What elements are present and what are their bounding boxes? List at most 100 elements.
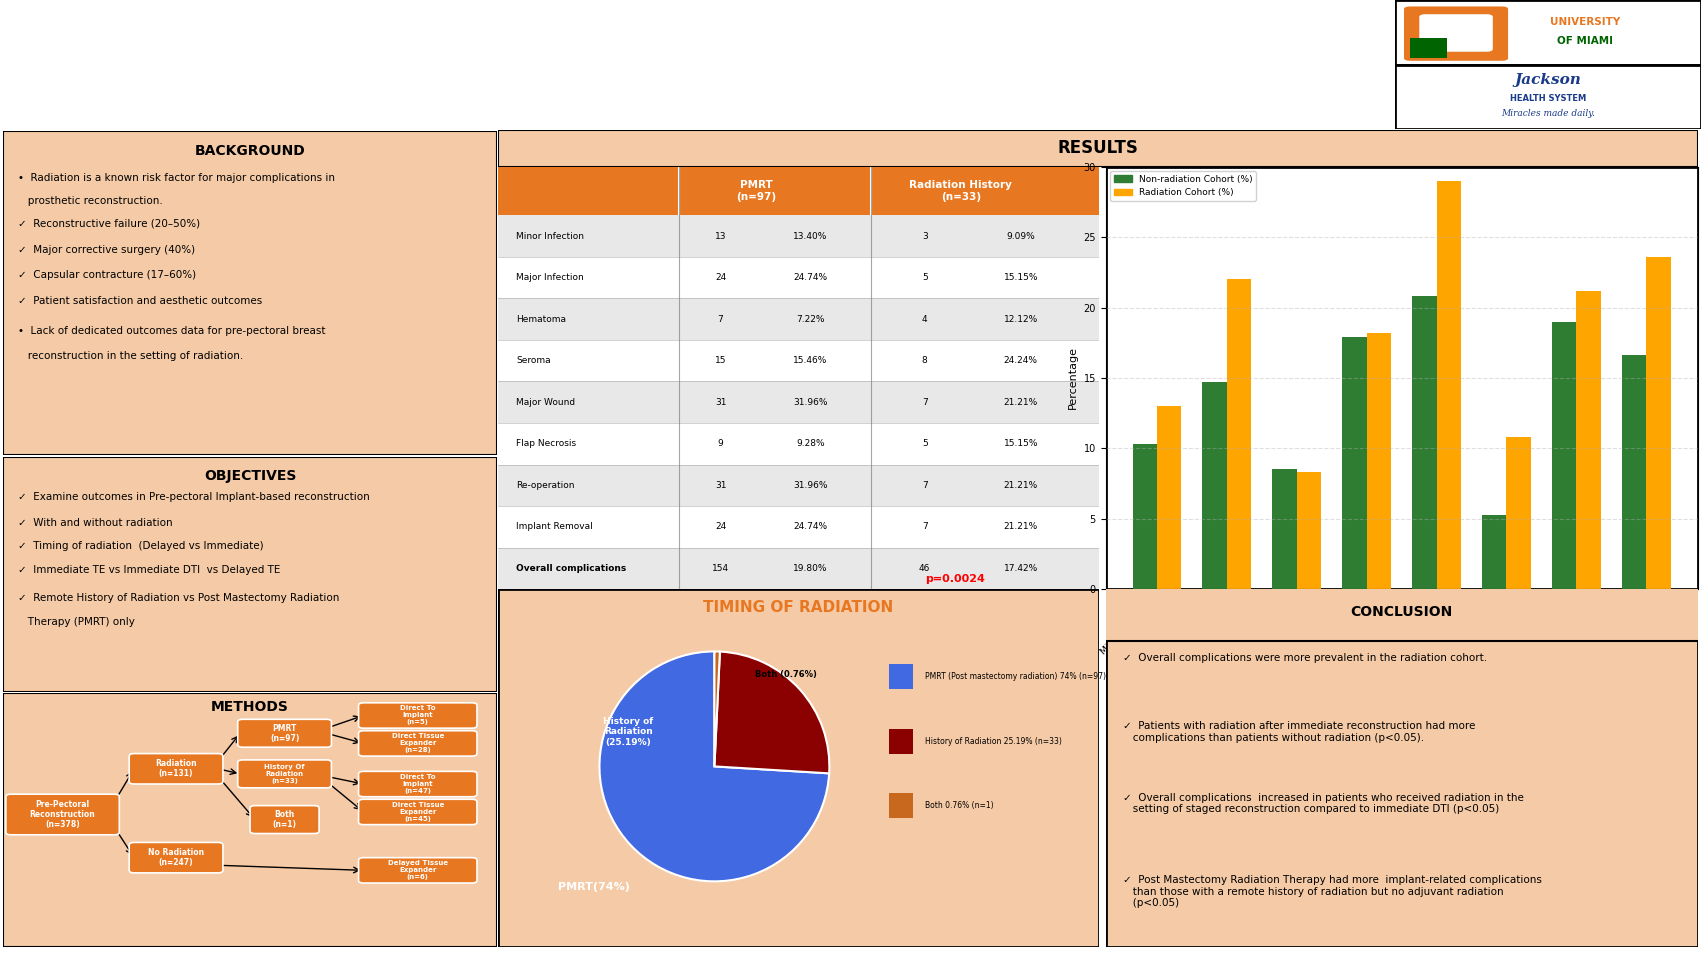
- Text: ✓  Remote History of Radiation vs Post Mastectomy Radiation: ✓ Remote History of Radiation vs Post Ma…: [19, 593, 340, 604]
- Text: RESULTS: RESULTS: [1058, 140, 1138, 157]
- Bar: [888, 793, 913, 818]
- Bar: [498, 216, 1099, 257]
- Text: University of Miami, Division of Plastic and Reconstructive Surgery, Department : University of Miami, Division of Plastic…: [492, 122, 903, 130]
- Text: History Of
Radiation
(n=33): History Of Radiation (n=33): [264, 764, 304, 784]
- Text: ✓  Reconstructive failure (20–50%): ✓ Reconstructive failure (20–50%): [19, 218, 201, 229]
- Text: 21.21%: 21.21%: [1004, 481, 1038, 490]
- Bar: [1272, 469, 1296, 589]
- Text: ✓  Overall complications  increased in patients who received radiation in the
  : ✓ Overall complications increased in pat…: [1123, 793, 1524, 814]
- Text: ✓  Capsular contracture (17–60%): ✓ Capsular contracture (17–60%): [19, 270, 196, 281]
- Text: 15: 15: [714, 356, 726, 365]
- Text: 21.21%: 21.21%: [1004, 522, 1038, 532]
- Bar: [1106, 167, 1698, 589]
- Bar: [1226, 280, 1252, 589]
- Text: PMRT
(n=97): PMRT (n=97): [270, 723, 299, 743]
- Bar: [1133, 445, 1157, 589]
- Text: Major Wound: Major Wound: [517, 398, 575, 407]
- Text: Minor Infection: Minor Infection: [517, 232, 585, 240]
- Text: OF MIAMI: OF MIAMI: [1556, 36, 1613, 46]
- Text: 46: 46: [919, 564, 930, 573]
- Text: ✓  Post Mastectomy Radiation Therapy had more  implant-related complications
   : ✓ Post Mastectomy Radiation Therapy had …: [1123, 875, 1543, 908]
- Legend: Non-radiation Cohort (%), Radiation Cohort (%): Non-radiation Cohort (%), Radiation Coho…: [1111, 171, 1257, 201]
- Bar: [1507, 437, 1531, 589]
- Bar: [1482, 514, 1507, 589]
- Text: ✓  Patient satisfaction and aesthetic outcomes: ✓ Patient satisfaction and aesthetic out…: [19, 296, 262, 307]
- Text: Major Infection: Major Infection: [517, 273, 583, 282]
- Text: Jackson: Jackson: [1514, 73, 1582, 87]
- Text: 31.96%: 31.96%: [793, 481, 828, 490]
- Text: ✓  With and without radiation: ✓ With and without radiation: [19, 518, 174, 528]
- Text: History of Radiation 25.19% (n=33): History of Radiation 25.19% (n=33): [925, 737, 1061, 745]
- Bar: [1412, 296, 1437, 589]
- Text: ✓  Examine outcomes in Pre-pectoral Implant-based reconstruction: ✓ Examine outcomes in Pre-pectoral Impla…: [19, 492, 369, 502]
- Text: 31: 31: [714, 481, 726, 490]
- Text: 154: 154: [713, 564, 730, 573]
- Text: Both 0.76% (n=1): Both 0.76% (n=1): [925, 801, 993, 810]
- Text: 21.21%: 21.21%: [1004, 398, 1038, 407]
- Text: 24.24%: 24.24%: [1004, 356, 1038, 365]
- Bar: [498, 423, 1099, 465]
- Text: 15.15%: 15.15%: [1004, 440, 1038, 448]
- X-axis label: Complications: Complications: [1363, 672, 1441, 681]
- FancyBboxPatch shape: [1403, 7, 1509, 60]
- Text: OBJECTIVES: OBJECTIVES: [204, 468, 296, 483]
- Bar: [498, 298, 1099, 340]
- Bar: [498, 381, 1099, 423]
- Bar: [1366, 332, 1391, 589]
- Text: 24: 24: [714, 522, 726, 532]
- Text: John Oeltjen MD PhD, Sara Danker MD, Juan Rodolfo Mella-Catinchi MD MPH, Wrood K: John Oeltjen MD PhD, Sara Danker MD, Jua…: [483, 106, 912, 115]
- Bar: [1621, 355, 1647, 589]
- Text: 31: 31: [714, 398, 726, 407]
- Text: Overall complications: Overall complications: [517, 564, 626, 573]
- FancyBboxPatch shape: [359, 857, 476, 883]
- Text: Radiation History
(n=33): Radiation History (n=33): [910, 180, 1012, 202]
- Text: 15.46%: 15.46%: [793, 356, 828, 365]
- Text: 12.12%: 12.12%: [1004, 314, 1038, 324]
- Text: Both (0.76%): Both (0.76%): [755, 670, 816, 679]
- Bar: [1551, 322, 1577, 589]
- Text: 9.09%: 9.09%: [1007, 232, 1036, 240]
- FancyBboxPatch shape: [238, 719, 332, 747]
- Text: 13: 13: [714, 232, 726, 240]
- Bar: [1647, 257, 1670, 589]
- Text: ✓  Patients with radiation after immediate reconstruction had more
   complicati: ✓ Patients with radiation after immediat…: [1123, 721, 1476, 743]
- FancyBboxPatch shape: [1419, 14, 1493, 52]
- Text: 4: 4: [922, 314, 927, 324]
- FancyBboxPatch shape: [359, 731, 476, 756]
- Text: PMRT(74%): PMRT(74%): [558, 882, 629, 892]
- Text: Anshumi Desai MD, Emily R. Finkelstein MD, Meaghan Clark BS, Samantha A. McLaugh: Anshumi Desai MD, Emily R. Finkelstein M…: [313, 88, 1082, 97]
- Text: Miracles made daily.: Miracles made daily.: [1500, 109, 1596, 118]
- Text: PMRT (Post mastectomy radiation) 74% (n=97): PMRT (Post mastectomy radiation) 74% (n=…: [925, 673, 1106, 681]
- Text: Direct Tissue
Expander
(n=28): Direct Tissue Expander (n=28): [391, 734, 444, 753]
- Text: Hematoma: Hematoma: [517, 314, 566, 324]
- Text: METHODS: METHODS: [211, 700, 289, 715]
- Text: 24: 24: [714, 273, 726, 282]
- Text: 19.80%: 19.80%: [793, 564, 828, 573]
- Text: ✓  Overall complications were more prevalent in the radiation cohort.: ✓ Overall complications were more preval…: [1123, 653, 1488, 664]
- Text: prosthetic reconstruction.: prosthetic reconstruction.: [19, 196, 163, 206]
- Bar: [498, 340, 1099, 381]
- Text: BACKGROUND: BACKGROUND: [194, 145, 306, 158]
- Text: Impact Of Radiation Timing On Complications In Pre-pectoral Alloplastic Breast R: Impact Of Radiation Timing On Complicati…: [175, 23, 1220, 42]
- Text: 24.74%: 24.74%: [794, 273, 828, 282]
- Bar: [1296, 472, 1322, 589]
- Text: Direct To
Implant
(n=5): Direct To Implant (n=5): [400, 705, 435, 725]
- Bar: [888, 728, 913, 754]
- FancyBboxPatch shape: [359, 771, 476, 797]
- Text: Implant Removal: Implant Removal: [517, 522, 594, 532]
- Text: Therapy (PMRT) only: Therapy (PMRT) only: [19, 617, 134, 627]
- Text: 5: 5: [922, 273, 927, 282]
- Text: Radiation
(n=131): Radiation (n=131): [155, 759, 197, 779]
- FancyBboxPatch shape: [129, 842, 223, 873]
- Text: Direct Tissue
Expander
(n=45): Direct Tissue Expander (n=45): [391, 802, 444, 822]
- Bar: [1342, 337, 1366, 589]
- Text: No Radiation
(n=247): No Radiation (n=247): [148, 848, 204, 867]
- Text: TIMING OF RADIATION: TIMING OF RADIATION: [704, 600, 893, 615]
- Bar: [1395, 0, 1701, 65]
- Text: Flap Necrosis: Flap Necrosis: [517, 440, 577, 448]
- Text: 3: 3: [922, 232, 927, 240]
- Text: PMRT
(n=97): PMRT (n=97): [737, 180, 777, 202]
- Text: 8: 8: [922, 356, 927, 365]
- Bar: [1157, 406, 1182, 589]
- Text: 7.22%: 7.22%: [796, 314, 825, 324]
